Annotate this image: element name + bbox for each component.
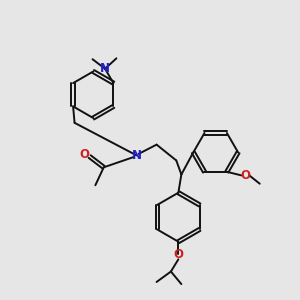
Text: O: O <box>240 169 250 182</box>
Text: N: N <box>100 62 110 75</box>
Text: N: N <box>132 149 142 162</box>
Text: O: O <box>80 148 90 161</box>
Text: O: O <box>173 248 183 261</box>
